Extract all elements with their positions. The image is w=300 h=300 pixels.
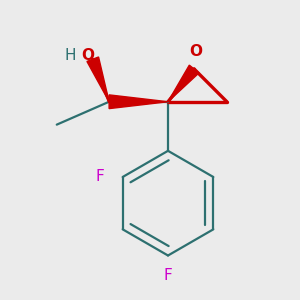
Text: H: H <box>64 48 76 63</box>
Polygon shape <box>109 95 168 109</box>
Polygon shape <box>87 57 109 102</box>
Text: F: F <box>164 268 172 283</box>
Polygon shape <box>168 65 199 102</box>
Text: O: O <box>81 48 94 63</box>
Text: F: F <box>95 169 104 184</box>
Text: O: O <box>189 44 202 59</box>
